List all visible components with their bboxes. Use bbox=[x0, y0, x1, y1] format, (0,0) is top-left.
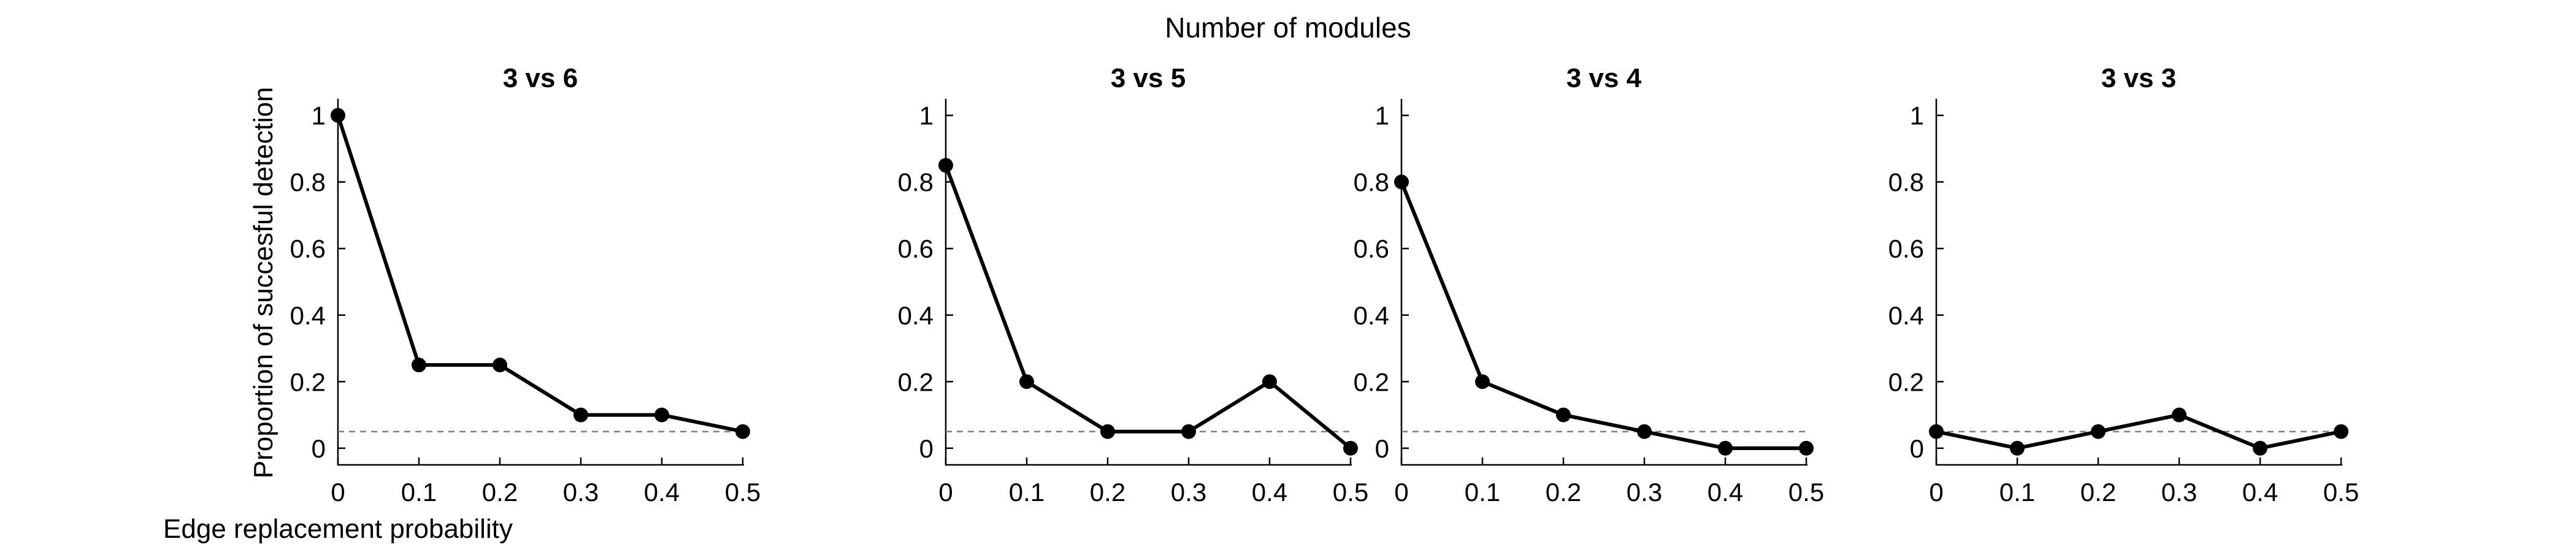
figure-title: Number of modules bbox=[1165, 12, 1411, 44]
panel-3-y-tick-label: 0.4 bbox=[1354, 301, 1389, 330]
panel-1-x-tick-label: 0.2 bbox=[482, 478, 518, 507]
panel-2-y-tick-label: 0.2 bbox=[898, 367, 933, 396]
panel-3-series-line bbox=[1400, 181, 1806, 450]
panel-4-data-point bbox=[2253, 440, 2267, 456]
panel-3-y-tick-label: 0.8 bbox=[1354, 168, 1389, 197]
panel-2-x-tick-label: 0.2 bbox=[1090, 478, 1125, 507]
panel-3-data-point bbox=[1637, 424, 1652, 439]
panel-2-y-tick-label: 0 bbox=[919, 434, 933, 463]
panel-2-y-tick-label: 1 bbox=[919, 101, 933, 130]
panel-3-title: 3 vs 4 bbox=[1566, 63, 1642, 93]
panel-2-x-tick-label: 0.3 bbox=[1171, 478, 1206, 507]
panel-3-y-tick-label: 0 bbox=[1375, 434, 1389, 463]
panel-4-y-tick-label: 0.4 bbox=[1888, 301, 1924, 330]
panel-4-x-tick-label: 0.3 bbox=[2161, 478, 2197, 507]
panel-4-y-tick-label: 1 bbox=[1910, 101, 1924, 130]
panel-2-y-tick-label: 0.8 bbox=[898, 168, 933, 197]
panel-2-data-point bbox=[1181, 424, 1196, 439]
panel-1-data-point bbox=[331, 108, 345, 123]
panel-4-x-tick-label: 0.2 bbox=[2080, 478, 2116, 507]
panel-4-data-point bbox=[2010, 440, 2025, 456]
panel-4-y-tick-label: 0.2 bbox=[1888, 367, 1924, 396]
panel-2-y-tick-label: 0.6 bbox=[898, 234, 933, 263]
x-axis-label-text: Edge replacement probability bbox=[163, 514, 513, 544]
panel-3-data-point bbox=[1556, 407, 1571, 423]
panel-1-y-tick-label: 0.6 bbox=[290, 234, 326, 263]
panel-2-x-tick-label: 0.5 bbox=[1333, 478, 1368, 507]
panel-3-x-tick-label: 0.1 bbox=[1465, 478, 1500, 507]
panel-2-x-tick-label: 0.1 bbox=[1009, 478, 1045, 507]
panel-2-title: 3 vs 5 bbox=[1111, 63, 1186, 93]
panel-3-data-point bbox=[1718, 440, 1733, 456]
panel-3-x-tick-label: 0.5 bbox=[1788, 478, 1824, 507]
panel-4-data-point bbox=[2172, 407, 2187, 423]
panel-1-y-tick-label: 0 bbox=[312, 434, 326, 463]
panel-2-x-tick-label: 0 bbox=[938, 478, 953, 507]
panel-4-x-tick-label: 0.5 bbox=[2323, 478, 2359, 507]
panel-1-y-tick-label: 1 bbox=[312, 101, 326, 130]
panel-3-x-tick-label: 0.4 bbox=[1708, 478, 1743, 507]
panel-4-data-point bbox=[2091, 424, 2106, 439]
panel-3-data-point bbox=[1394, 174, 1409, 189]
panel-4-data-point bbox=[1929, 424, 1944, 439]
panel-1-data-point bbox=[735, 424, 750, 439]
panel-1-title: 3 vs 6 bbox=[503, 63, 578, 93]
panel-1-y-tick-label: 0.2 bbox=[290, 367, 326, 396]
panel-2-data-point bbox=[1262, 374, 1277, 389]
panel-2-data-point bbox=[1343, 440, 1358, 456]
panel-3-x-tick-label: 0.2 bbox=[1546, 478, 1581, 507]
panel-1-data-point bbox=[654, 407, 669, 423]
panel-3-x-tick-label: 0 bbox=[1394, 478, 1408, 507]
panel-2-series-line bbox=[944, 164, 1352, 450]
panel-3-data-point bbox=[1799, 440, 1814, 456]
panel-1-x-tick-label: 0.1 bbox=[401, 478, 437, 507]
panel-1-series-line bbox=[336, 115, 743, 434]
panel-4-y-tick-label: 0.6 bbox=[1888, 234, 1924, 263]
panel-3-y-tick-label: 0.6 bbox=[1354, 234, 1389, 263]
y-axis-label-text: Proportion of succesful detection bbox=[248, 86, 278, 479]
panel-4-title: 3 vs 3 bbox=[2101, 63, 2176, 93]
panel-4-series-line bbox=[1936, 413, 2342, 450]
panel-2-x-tick-label: 0.4 bbox=[1252, 478, 1287, 507]
panel-3-data-point bbox=[1475, 374, 1490, 389]
panel-1-x-tick-label: 0.4 bbox=[644, 478, 680, 507]
panel-4-y-tick-label: 0.8 bbox=[1888, 168, 1924, 197]
panel-2-data-point bbox=[938, 158, 953, 173]
panel-3-y-tick-label: 1 bbox=[1375, 101, 1389, 130]
panel-1-y-tick-label: 0.8 bbox=[290, 168, 326, 197]
panel-4-x-tick-label: 0.1 bbox=[1999, 478, 2035, 507]
panel-3-x-tick-label: 0.3 bbox=[1627, 478, 1662, 507]
panel-1-y-tick-label: 0.4 bbox=[290, 301, 326, 330]
panel-2-data-point bbox=[1100, 424, 1115, 439]
panel-1-data-point bbox=[493, 358, 507, 373]
panel-2-y-tick-label: 0.4 bbox=[898, 301, 933, 330]
panel-4-data-point bbox=[2334, 424, 2348, 439]
panel-1-data-point bbox=[573, 407, 588, 423]
panel-3-y-tick-label: 0.2 bbox=[1354, 367, 1389, 396]
panel-4-x-tick-label: 0 bbox=[1929, 478, 1943, 507]
panel-4-y-tick-label: 0 bbox=[1910, 434, 1924, 463]
panel-1-x-tick-label: 0.3 bbox=[563, 478, 599, 507]
panel-4-x-tick-label: 0.4 bbox=[2242, 478, 2278, 507]
panel-1-data-point bbox=[412, 358, 426, 373]
panel-1-x-tick-label: 0 bbox=[331, 478, 345, 507]
panel-1-x-tick-label: 0.5 bbox=[725, 478, 761, 507]
panel-2-data-point bbox=[1019, 374, 1034, 389]
